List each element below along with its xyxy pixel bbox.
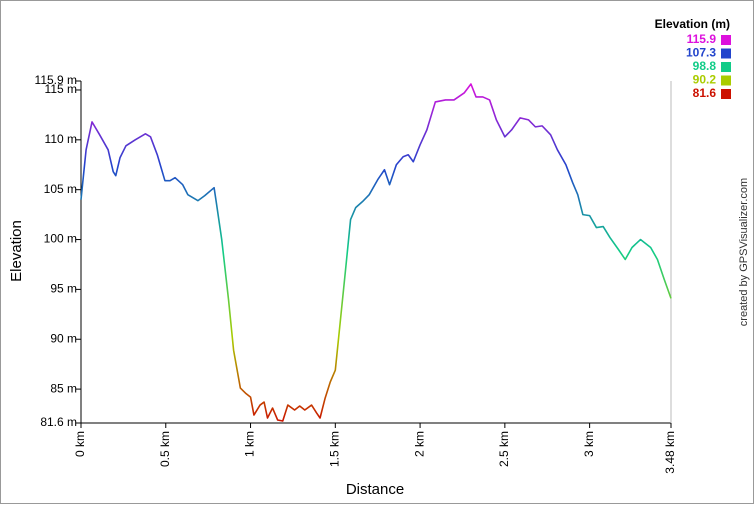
- y-tick-label: 81.6 m: [40, 415, 77, 429]
- x-tick-label: 2 km: [412, 431, 426, 457]
- y-tick-label: 85 m: [50, 381, 77, 395]
- legend-label: 107.3: [686, 46, 716, 60]
- y-tick-label: 100 m: [44, 232, 77, 246]
- y-tick-label: 110 m: [45, 132, 77, 146]
- y-tick-label: 115.9 m: [35, 73, 77, 87]
- legend-swatch: [721, 48, 731, 59]
- y-tick-label: 90 m: [50, 331, 77, 345]
- legend-label: 115.9: [687, 32, 717, 46]
- legend-label: 81.6: [693, 86, 717, 100]
- legend-swatch: [721, 75, 731, 86]
- x-tick-label: 3.48 km: [663, 431, 677, 474]
- x-tick-label: 0.5 km: [158, 431, 172, 467]
- x-axis-title: Distance: [346, 481, 404, 498]
- legend-label: 98.8: [693, 59, 717, 73]
- legend-label: 90.2: [693, 73, 717, 87]
- x-tick-label: 0 km: [73, 431, 87, 457]
- y-axis-title: Elevation: [8, 220, 25, 282]
- x-tick-label: 3 km: [582, 431, 596, 457]
- legend-swatch: [721, 35, 731, 45]
- legend-title: Elevation (m): [655, 17, 730, 31]
- legend-swatch: [721, 89, 731, 99]
- y-tick-label: 115 m: [45, 82, 77, 96]
- x-tick-label: 1.5 km: [327, 431, 341, 467]
- y-tick-label: 95 m: [50, 282, 77, 296]
- elevation-line: [80, 83, 672, 422]
- y-tick-label: 105 m: [44, 182, 77, 196]
- legend-swatch: [721, 62, 731, 72]
- credit: created by GPSVisualizer.com: [738, 178, 750, 326]
- x-tick-label: 1 km: [243, 431, 257, 457]
- x-tick-label: 2.5 km: [497, 431, 511, 467]
